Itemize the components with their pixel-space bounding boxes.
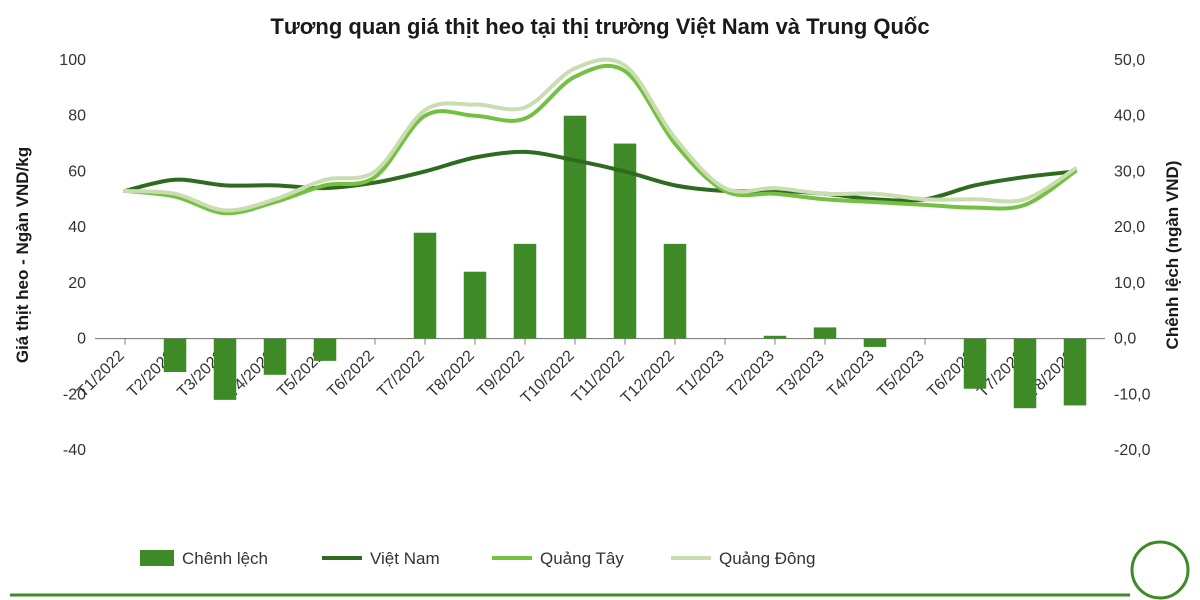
- bar: [514, 244, 537, 339]
- bar: [414, 233, 437, 339]
- bar: [214, 339, 237, 400]
- left-tick-label: -40: [63, 442, 86, 459]
- left-tick-label: -20: [63, 386, 86, 403]
- right-tick-label: 30,0: [1114, 163, 1145, 180]
- right-tick-label: -20,0: [1114, 442, 1151, 459]
- bar: [964, 339, 987, 389]
- right-tick-label: 50,0: [1114, 52, 1145, 69]
- left-tick-label: 60: [68, 163, 86, 180]
- right-tick-label: 10,0: [1114, 275, 1145, 292]
- chart-title: Tương quan giá thịt heo tại thị trường V…: [270, 14, 929, 39]
- left-tick-label: 100: [59, 52, 86, 69]
- bar: [664, 244, 687, 339]
- chart-container: Tương quan giá thịt heo tại thị trường V…: [0, 0, 1200, 600]
- left-tick-label: 0: [77, 331, 86, 348]
- bar: [314, 339, 337, 361]
- corner-circle: [1132, 542, 1188, 598]
- right-tick-label: 0,0: [1114, 331, 1136, 348]
- left-tick-label: 20: [68, 275, 86, 292]
- legend-swatch-bar: [140, 550, 174, 566]
- bar: [564, 116, 587, 339]
- legend-label: Quảng Tây: [540, 549, 624, 568]
- bar: [1064, 339, 1087, 406]
- chart-svg: Tương quan giá thịt heo tại thị trường V…: [0, 0, 1200, 600]
- left-axis-title: Giá thịt heo - Ngàn VND/kg: [13, 147, 32, 363]
- legend-label: Chênh lệch: [182, 549, 268, 568]
- right-tick-label: -10,0: [1114, 386, 1151, 403]
- left-tick-label: 80: [68, 108, 86, 125]
- bar: [764, 336, 787, 339]
- bar: [864, 339, 887, 347]
- left-tick-label: 40: [68, 219, 86, 236]
- bar: [814, 327, 837, 338]
- right-tick-label: 20,0: [1114, 219, 1145, 236]
- legend-label: Quảng Đông: [719, 549, 815, 568]
- bar: [264, 339, 287, 375]
- right-axis-title: Chênh lệch (ngàn VND): [1163, 161, 1182, 350]
- bar: [464, 272, 487, 339]
- bar: [1014, 339, 1037, 409]
- right-tick-label: 40,0: [1114, 108, 1145, 125]
- bar: [164, 339, 187, 372]
- legend-label: Việt Nam: [370, 549, 440, 568]
